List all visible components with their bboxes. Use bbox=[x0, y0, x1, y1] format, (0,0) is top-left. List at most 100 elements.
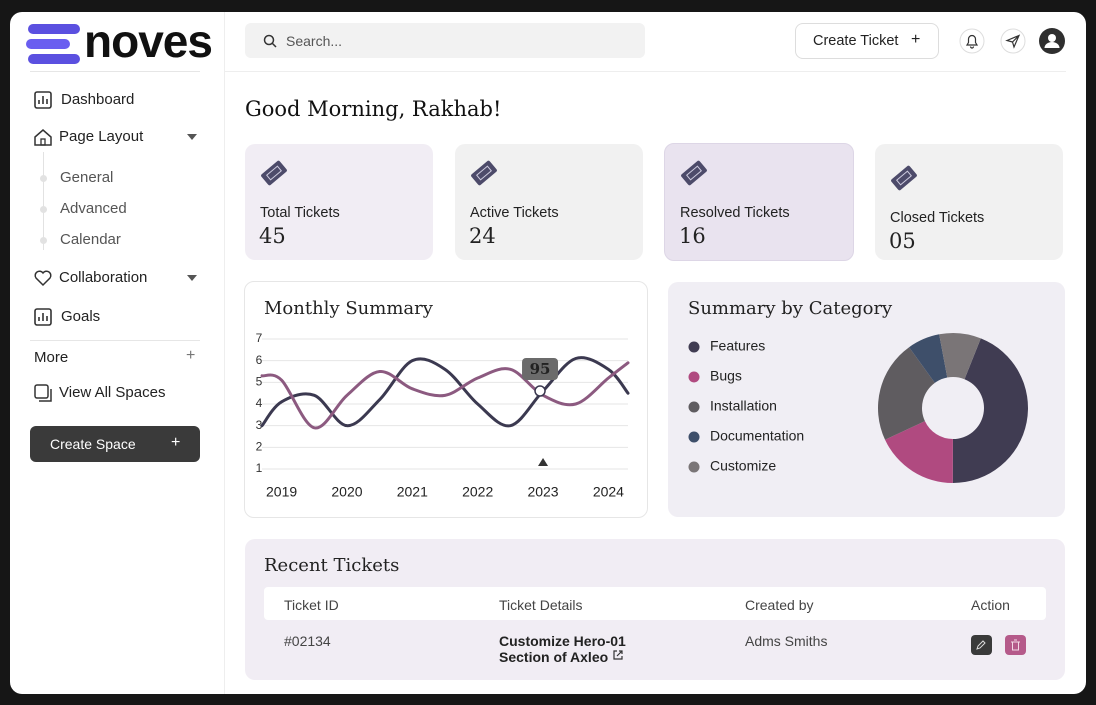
created-by: Adms Smiths bbox=[745, 633, 828, 649]
ticket-icon bbox=[681, 160, 707, 186]
button-label: Create Ticket bbox=[813, 33, 899, 49]
legend-swatch bbox=[688, 371, 700, 383]
line-chart: Monthly Summary 1 2 3 4 5 6 7 2019 2020 2021 2022 2… bbox=[256, 298, 630, 500]
x-tick-label: 2023 bbox=[527, 484, 558, 500]
more-label: More bbox=[34, 349, 69, 366]
x-tick-label: 2020 bbox=[331, 484, 362, 500]
y-tick-label: 2 bbox=[256, 440, 263, 454]
stat-value: 05 bbox=[889, 229, 916, 253]
divider bbox=[30, 340, 200, 341]
pie-slice bbox=[909, 334, 948, 383]
collab-icon bbox=[34, 270, 52, 287]
tree-dot bbox=[40, 237, 47, 244]
logo-text: noves bbox=[84, 15, 213, 67]
search-box[interactable] bbox=[245, 23, 645, 58]
stat-label: Resolved Tickets bbox=[680, 205, 790, 221]
legend-swatch bbox=[688, 341, 700, 353]
pie-slice bbox=[939, 333, 981, 380]
pie-slice bbox=[878, 347, 935, 440]
table-title: Recent Tickets bbox=[264, 555, 400, 576]
button-label: Create Space bbox=[50, 436, 136, 452]
nav-item[interactable]: View All Spaces bbox=[59, 384, 166, 401]
caret bbox=[187, 275, 197, 281]
column-header: Ticket Details bbox=[499, 597, 583, 613]
legend-label: Installation bbox=[710, 398, 777, 414]
caret bbox=[187, 134, 197, 140]
header-divider bbox=[224, 71, 1066, 72]
tree-line bbox=[43, 152, 44, 250]
y-tick-label: 3 bbox=[256, 418, 263, 432]
y-tick-label: 1 bbox=[256, 461, 263, 475]
stat-label: Active Tickets bbox=[470, 205, 559, 221]
x-indicator bbox=[538, 458, 549, 466]
x-tick-label: 2019 bbox=[266, 484, 297, 500]
legend-swatch bbox=[688, 401, 700, 413]
plus-icon: + bbox=[171, 434, 181, 451]
line-series bbox=[260, 361, 630, 430]
pie-chart: Summary by Category Features Bugs Installa… bbox=[688, 298, 1028, 484]
ticket-icon bbox=[891, 165, 917, 191]
nav-item[interactable]: Goals bbox=[61, 308, 101, 325]
tooltip-box bbox=[522, 358, 559, 380]
sub-item[interactable]: General bbox=[60, 169, 114, 186]
chart-title: Summary by Category bbox=[688, 298, 893, 319]
chart-title: Monthly Summary bbox=[264, 298, 434, 319]
header-icons bbox=[959, 28, 1065, 54]
x-tick-label: 2022 bbox=[462, 484, 493, 500]
spaces-icon bbox=[34, 384, 52, 402]
tree-dot bbox=[40, 206, 47, 213]
nav-item[interactable]: Page Layout bbox=[59, 128, 144, 145]
stat-value: 24 bbox=[469, 224, 496, 248]
column-header: Ticket ID bbox=[284, 597, 339, 613]
stat-card[interactable] bbox=[875, 144, 1063, 260]
legend-label: Customize bbox=[710, 458, 776, 474]
divider bbox=[30, 71, 200, 72]
tooltip-label: 95 bbox=[530, 360, 551, 378]
dashboard-icon bbox=[34, 91, 52, 109]
point-marker bbox=[534, 385, 546, 397]
x-tick-label: 2024 bbox=[593, 484, 624, 500]
pie-slice bbox=[952, 338, 1028, 484]
ticket-id: #02134 bbox=[284, 633, 331, 649]
table-header bbox=[264, 587, 1046, 620]
goals-icon bbox=[34, 308, 52, 326]
ticket-details[interactable]: Customize Hero-01 Section of Axleo bbox=[499, 633, 626, 665]
stat-label: Total Tickets bbox=[260, 205, 340, 221]
legend-swatch bbox=[688, 431, 700, 443]
nav-item[interactable]: Collaboration bbox=[59, 269, 148, 286]
ticket-icon bbox=[471, 160, 497, 186]
pie-slice bbox=[885, 421, 953, 483]
plus-icon[interactable]: + bbox=[186, 347, 196, 364]
create-space-button[interactable] bbox=[30, 426, 200, 462]
x-tick-label: 2021 bbox=[397, 484, 428, 500]
y-tick-label: 7 bbox=[256, 331, 263, 345]
legend-label: Features bbox=[710, 338, 765, 354]
plus-icon: + bbox=[911, 31, 921, 48]
legend-swatch bbox=[688, 461, 700, 473]
legend-label: Bugs bbox=[710, 368, 742, 384]
ticket-icon bbox=[261, 160, 287, 186]
home-icon bbox=[34, 129, 52, 146]
search-placeholder: Search... bbox=[286, 33, 343, 49]
create-ticket-button[interactable] bbox=[795, 23, 939, 59]
chart-card bbox=[244, 281, 648, 518]
logo-icon bbox=[26, 24, 80, 64]
line-series bbox=[260, 356, 630, 428]
external-link-icon bbox=[613, 650, 623, 660]
legend-label: Documentation bbox=[710, 428, 804, 444]
stat-value: 45 bbox=[259, 224, 286, 248]
nav-item[interactable]: Dashboard bbox=[61, 91, 135, 108]
stat-value: 16 bbox=[679, 224, 706, 248]
y-tick-label: 5 bbox=[256, 375, 263, 389]
search-icon bbox=[263, 34, 277, 48]
sub-item[interactable]: Advanced bbox=[60, 200, 127, 217]
tree-dot bbox=[40, 175, 47, 182]
greeting: Good Morning, Rakhab! bbox=[245, 97, 502, 121]
stat-label: Closed Tickets bbox=[890, 210, 985, 226]
column-header: Action bbox=[971, 597, 1010, 613]
action-buttons[interactable] bbox=[970, 635, 1030, 657]
sub-item[interactable]: Calendar bbox=[60, 231, 121, 248]
sidebar-divider bbox=[224, 12, 225, 694]
y-tick-label: 4 bbox=[256, 396, 263, 410]
